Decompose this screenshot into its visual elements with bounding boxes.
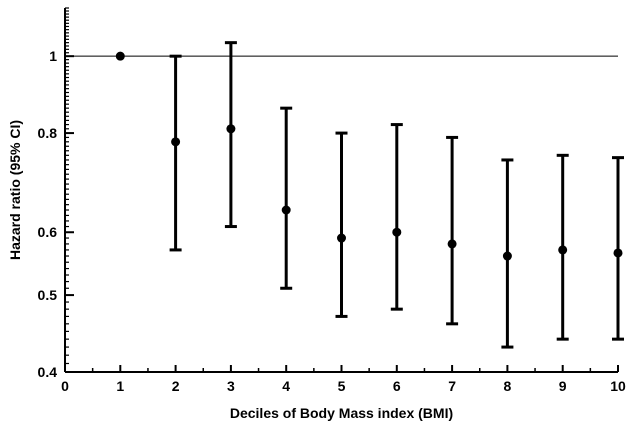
data-point [613, 248, 623, 258]
x-tick-label: 2 [172, 378, 180, 394]
data-point [115, 51, 125, 61]
x-tick-label: 7 [448, 378, 456, 394]
x-tick-label: 1 [116, 378, 124, 394]
x-tick-label: 8 [504, 378, 512, 394]
y-tick-label: 0.4 [38, 364, 58, 380]
y-tick-label: 0.5 [38, 287, 58, 303]
y-tick-label: 0.6 [38, 224, 58, 240]
x-tick-label: 0 [61, 378, 69, 394]
x-tick-label: 4 [282, 378, 290, 394]
data-point [392, 227, 402, 237]
x-tick-label: 5 [338, 378, 346, 394]
data-point [558, 245, 568, 255]
x-ticks: 0 1 2 3 4 5 6 7 8 9 10 [61, 365, 626, 394]
x-tick-label: 6 [393, 378, 401, 394]
y-ticks: 0.4 0.5 0.6 0.8 1 [38, 48, 74, 380]
data-points [115, 51, 623, 261]
y-tick-label: 1 [49, 48, 57, 64]
x-tick-label: 3 [227, 378, 235, 394]
y-tick-label: 0.8 [38, 125, 58, 141]
x-tick-label: 10 [610, 378, 626, 394]
data-point [337, 233, 346, 243]
x-tick-label: 9 [559, 378, 567, 394]
data-point [281, 205, 291, 215]
data-point [502, 251, 512, 261]
data-point [171, 137, 181, 147]
y-axis-title: Hazard ratio (95% CI) [7, 120, 23, 260]
x-axis-title: Deciles of Body Mass index (BMI) [230, 405, 453, 421]
error-bars [169, 41, 624, 349]
data-point [447, 239, 457, 249]
data-point [226, 124, 236, 134]
